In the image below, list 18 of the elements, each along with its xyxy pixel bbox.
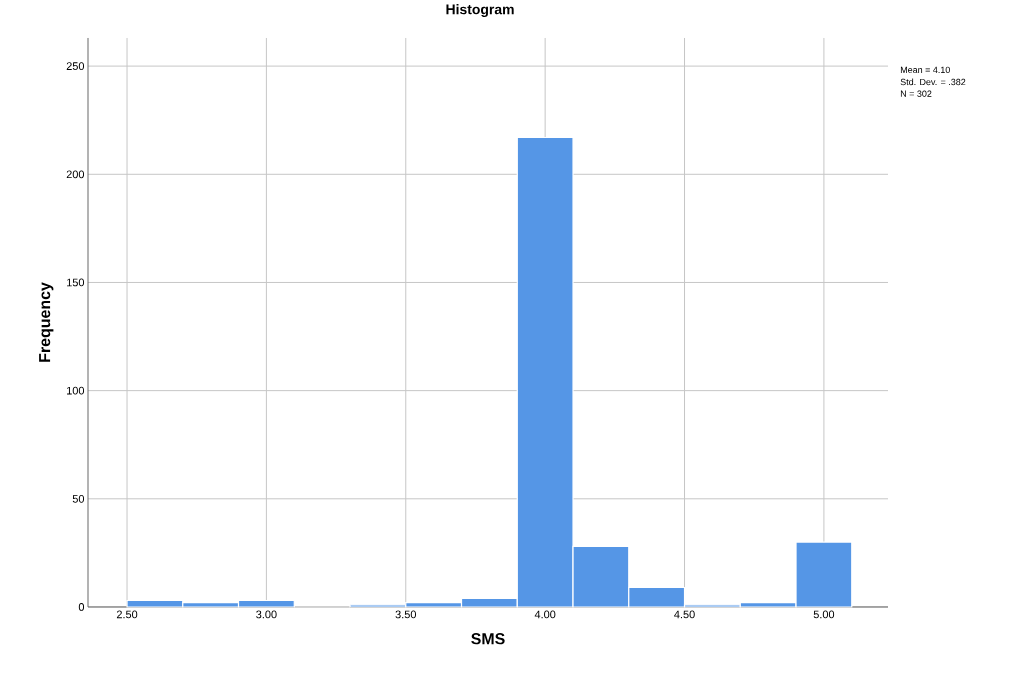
text: Mean = 4.10 (900, 66, 950, 73)
x-tick-label: 4.00 (534, 610, 556, 619)
chart-title: Histogram (446, 4, 514, 18)
y-tick-label: 250 (66, 62, 85, 70)
y-tick-label: 0 (78, 603, 85, 611)
x-tick-label: 5.00 (813, 610, 835, 619)
x-tick-label: 4.50 (674, 610, 695, 619)
x-axis-title: SMS (471, 633, 505, 645)
y-tick-label: 50 (72, 494, 85, 503)
y-tick-label: 100 (67, 386, 85, 395)
y-axis-title: Frequency (39, 282, 54, 362)
x-tick-label: 3.00 (256, 610, 277, 619)
text: Std. Dev. = .382 (900, 78, 966, 86)
x-tick-label: 2.50 (116, 610, 138, 619)
text: N = 302 (900, 90, 932, 97)
x-tick-label: 3.50 (395, 610, 416, 619)
y-tick-label: 200 (66, 170, 85, 179)
y-tick-label: 150 (67, 278, 85, 287)
